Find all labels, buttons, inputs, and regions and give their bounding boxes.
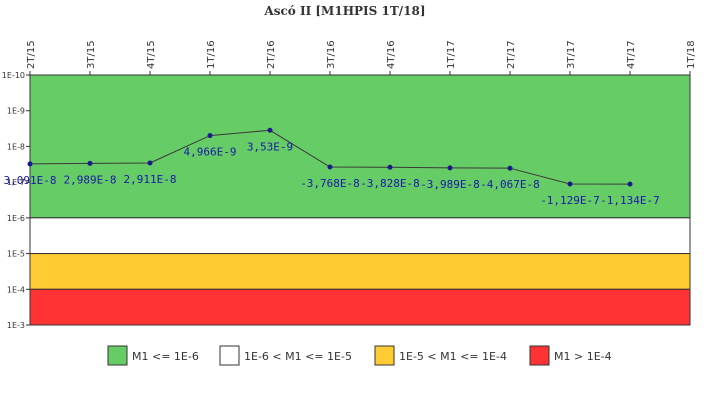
data-point <box>567 181 573 187</box>
data-label: -3,989E-8 <box>420 178 480 191</box>
x-tick-label: 1T/17 <box>446 40 457 69</box>
data-label: 3,53E-9 <box>247 140 293 153</box>
x-tick-label: 4T/17 <box>626 40 637 69</box>
data-point <box>447 165 453 171</box>
y-tick-label: 1E-7 <box>7 178 25 187</box>
data-point <box>207 133 213 139</box>
legend-label: 1E-6 < M1 <= 1E-5 <box>244 350 352 363</box>
legend-swatch <box>219 345 240 366</box>
legend-swatch <box>529 345 550 366</box>
y-tick-label: 1E-5 <box>7 250 25 259</box>
data-label: -3,768E-8 <box>300 177 360 190</box>
y-tick-label: 1E-3 <box>7 321 25 330</box>
legend-swatch <box>107 345 128 366</box>
x-tick-label: 4T/15 <box>146 40 157 69</box>
x-tick-label: 2T/17 <box>506 40 517 69</box>
x-tick-label: 2T/15 <box>26 40 37 69</box>
data-point <box>27 161 33 167</box>
band-0 <box>29 74 691 219</box>
x-tick-label: 1T/16 <box>206 40 217 69</box>
y-tick-label: 1E-4 <box>7 285 25 294</box>
x-tick-label: 2T/16 <box>266 40 277 69</box>
data-point <box>327 164 333 170</box>
x-tick-label: 3T/16 <box>326 40 337 69</box>
x-tick-label: 3T/17 <box>566 40 577 69</box>
legend-label: 1E-5 < M1 <= 1E-4 <box>399 350 507 363</box>
data-label: -1,129E-7 <box>540 194 600 207</box>
data-label: 4,966E-9 <box>184 146 237 159</box>
plot-frame <box>29 74 691 326</box>
data-label: -3,828E-8 <box>360 177 420 190</box>
x-tick-label: 3T/15 <box>86 40 97 69</box>
band-2 <box>29 253 691 290</box>
data-label: 2,989E-8 <box>64 173 117 186</box>
x-tick-label: 1T/18 <box>686 40 697 69</box>
data-label: 2,911E-8 <box>124 173 177 186</box>
legend-swatch <box>374 345 395 366</box>
data-point <box>387 164 393 170</box>
data-label: 3,091E-8 <box>4 174 57 187</box>
x-tick-label: 4T/16 <box>386 40 397 69</box>
data-point <box>87 160 93 166</box>
band-1 <box>29 217 691 255</box>
data-point <box>627 181 633 187</box>
legend-label: M1 <= 1E-6 <box>132 350 199 363</box>
y-tick-label: 1E-6 <box>7 214 25 223</box>
band-3 <box>29 288 691 326</box>
chart-title: Ascó II [M1HPIS 1T/18] <box>263 4 425 18</box>
y-tick-label: 1E-8 <box>7 142 25 151</box>
data-point <box>267 127 273 133</box>
legend-label: M1 > 1E-4 <box>554 350 612 363</box>
y-tick-label: 1E-9 <box>7 107 25 116</box>
data-point <box>147 160 153 166</box>
data-point <box>507 165 513 171</box>
data-label: -4,067E-8 <box>480 178 540 191</box>
data-label: -1,134E-7 <box>600 194 660 207</box>
y-tick-label: 1E-10 <box>2 71 25 80</box>
